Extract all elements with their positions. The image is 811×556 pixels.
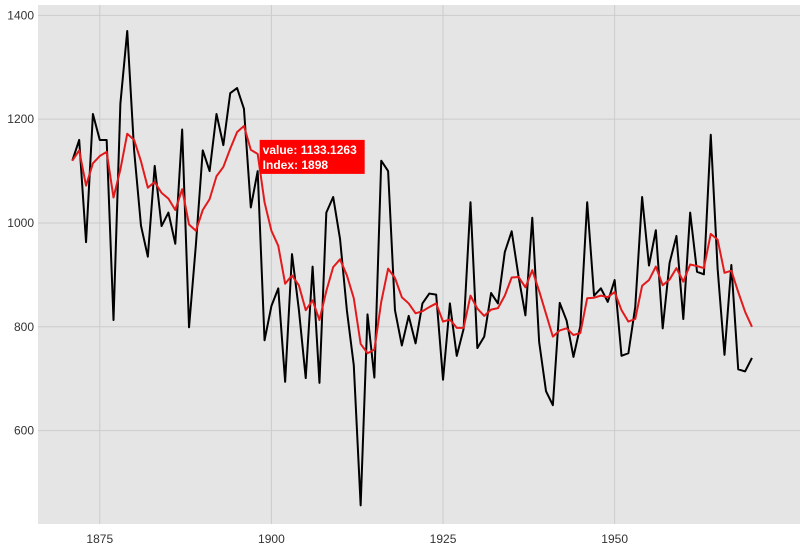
- tooltip-background: [259, 139, 365, 174]
- x-tick-label: 1925: [430, 532, 457, 546]
- plot-panel: [38, 5, 800, 524]
- y-tick-label: 600: [14, 424, 34, 438]
- x-tick-label: 1875: [86, 532, 113, 546]
- tooltip-index-label: Index: 1898: [263, 158, 329, 172]
- y-tick-label: 1200: [7, 112, 34, 126]
- hover-tooltip: value: 1133.1263 Index: 1898: [259, 139, 365, 174]
- y-tick-label: 1400: [7, 8, 34, 22]
- tooltip-value-label: value: 1133.1263: [263, 143, 357, 157]
- series-line-black: [71, 29, 753, 507]
- y-tick-label: 1000: [7, 216, 34, 230]
- y-tick-label: 800: [14, 320, 34, 334]
- series-layer: [71, 29, 753, 507]
- series-line-red: [71, 124, 753, 355]
- x-tick-label: 1900: [258, 532, 285, 546]
- y-axis-ticks: 600 800 1000 1200 1400: [7, 8, 34, 437]
- x-tick-label: 1950: [601, 532, 628, 546]
- x-axis-ticks: 1875 1900 1925 1950: [86, 532, 628, 546]
